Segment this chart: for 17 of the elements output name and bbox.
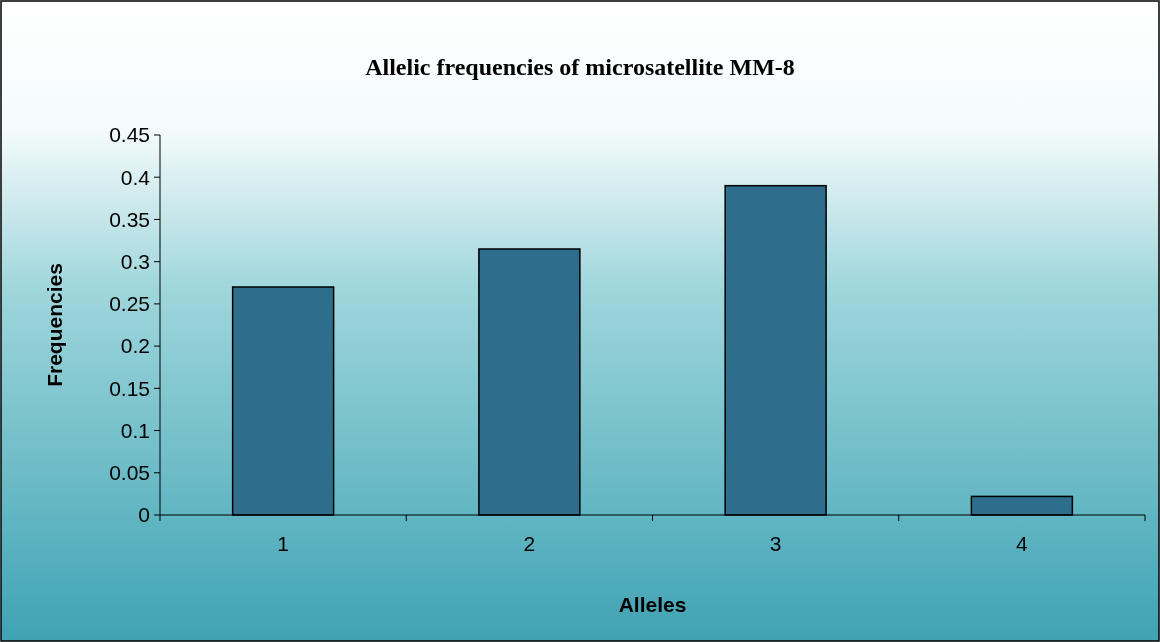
y-tick-label: 0.15 [109,376,150,400]
x-axis-title: Alleles [618,593,687,616]
x-tick-label: 1 [277,532,289,555]
x-tick-label: 3 [769,532,782,555]
x-tick-label: 4 [1016,532,1029,555]
chart-title: Allelic frequencies of microsatellite MM-8 [365,54,795,80]
y-tick-label: 0.25 [109,292,150,316]
y-tick-label: 0.4 [120,165,151,189]
y-tick-label: 0 [138,503,150,527]
y-tick-label: 0.2 [120,334,150,358]
x-tick-label: 2 [523,532,536,555]
y-axis-title: Frequencies [43,263,66,387]
y-tick-label: 0.35 [109,207,150,231]
y-tick-label: 0.45 [109,123,150,147]
y-tick-label: 0.05 [109,461,150,485]
y-tick-label: 0.1 [120,418,150,442]
y-tick-label: 0.3 [120,250,150,274]
